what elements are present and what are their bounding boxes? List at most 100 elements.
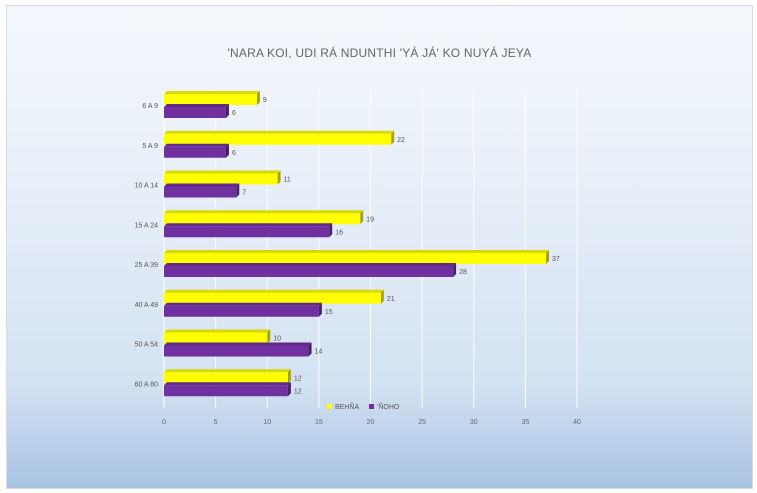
bar-top-face <box>164 183 240 187</box>
bar-side-face <box>380 289 384 304</box>
bar-top-face <box>164 223 333 227</box>
bar-front <box>164 385 288 397</box>
bar <box>164 329 271 344</box>
bar <box>164 183 240 198</box>
category-label: 25 A 39 <box>135 262 158 269</box>
bar-top-face <box>164 263 457 266</box>
bar-side-face <box>546 250 550 264</box>
bar-front <box>164 292 381 304</box>
bar-side-face <box>318 302 322 317</box>
bar <box>164 170 281 185</box>
x-tick-label: 30 <box>470 419 478 426</box>
x-tick-label: 5 <box>214 419 218 426</box>
bar-chart: 0 5 10 15 20 25 30 35 40 6 A 9 9 6 5 A 9 22 6 10 A 14 11… <box>135 90 581 426</box>
bar <box>164 130 395 145</box>
data-label: 6 <box>232 110 236 117</box>
bar-side-face <box>287 382 291 397</box>
bar <box>164 302 322 317</box>
data-label: 22 <box>397 137 405 144</box>
legend-item: 'ÑOHO <box>369 402 400 411</box>
data-label: 10 <box>273 336 281 343</box>
bar <box>164 223 333 238</box>
legend-swatch <box>369 404 374 409</box>
bar-side-face <box>225 143 229 158</box>
bar-top-face <box>164 289 384 293</box>
bar-front <box>164 146 226 158</box>
bar <box>164 210 364 225</box>
bar-top-face <box>164 170 281 174</box>
bar-top-face <box>164 250 550 253</box>
data-label: 19 <box>366 216 374 223</box>
bar-top-face <box>164 91 260 94</box>
bar-top-face <box>164 210 364 214</box>
data-label: 9 <box>263 97 267 104</box>
bar <box>164 342 312 357</box>
data-label: 37 <box>552 256 560 263</box>
bar-front <box>164 372 288 384</box>
bar-side-face <box>360 210 364 225</box>
bar-front <box>164 266 454 277</box>
bar-top-face <box>164 130 395 134</box>
bar-front <box>164 226 330 238</box>
x-tick-label: 40 <box>573 419 581 426</box>
bar <box>164 143 229 158</box>
bar <box>164 369 291 384</box>
data-label: 16 <box>335 229 343 236</box>
category-label: 60 A 80 <box>135 381 158 388</box>
data-label: 21 <box>387 296 395 303</box>
x-tick-label: 10 <box>263 419 271 426</box>
bar-side-face <box>267 329 271 344</box>
bar <box>164 250 550 264</box>
bar-side-face <box>277 170 281 185</box>
bar-front <box>164 213 361 225</box>
bar-side-face <box>256 91 260 105</box>
legend: BEHÑA 'ÑOHO <box>327 402 400 411</box>
category-label: 50 A 54 <box>135 342 158 349</box>
bar-front <box>164 173 278 185</box>
bar-side-face <box>225 104 229 118</box>
bar <box>164 91 260 105</box>
category-label: 5 A 9 <box>142 143 158 150</box>
bar-side-face <box>236 183 240 198</box>
legend-label: BEHÑA <box>335 402 359 411</box>
data-label: 12 <box>294 375 302 382</box>
bar-side-face <box>391 130 395 145</box>
bar <box>164 289 384 304</box>
x-tick-label: 25 <box>418 419 426 426</box>
legend-label: 'ÑOHO <box>377 402 400 411</box>
category-label: 40 A 49 <box>135 302 158 309</box>
bar-side-face <box>329 223 333 238</box>
bar-front <box>164 107 226 118</box>
data-label: 14 <box>315 349 323 356</box>
bar-front <box>164 332 268 344</box>
chart-area: 'NARA KOI, UDI RÁ NDUNTHI 'YÁ JÁ' KO NUY… <box>6 5 753 489</box>
bar-front <box>164 305 319 317</box>
bar-top-face <box>164 302 322 306</box>
chart-title: 'NARA KOI, UDI RÁ NDUNTHI 'YÁ JÁ' KO NUY… <box>227 46 532 60</box>
category-label: 15 A 24 <box>135 222 158 229</box>
x-tick-label: 20 <box>367 419 375 426</box>
bar-front <box>164 133 392 145</box>
bar <box>164 382 291 397</box>
data-label: 12 <box>294 388 302 395</box>
legend-swatch <box>327 404 332 409</box>
bar-front <box>164 345 309 357</box>
bar-front <box>164 94 257 105</box>
x-tick-label: 35 <box>521 419 529 426</box>
bar-top-face <box>164 104 229 107</box>
data-label: 11 <box>284 177 291 184</box>
bar-top-face <box>164 369 291 373</box>
bar-side-face <box>287 369 291 384</box>
bar-side-face <box>308 342 312 357</box>
category-label: 10 A 14 <box>135 183 158 190</box>
data-label: 28 <box>459 269 467 276</box>
bar-top-face <box>164 382 291 386</box>
bar <box>164 263 457 277</box>
data-label: 15 <box>325 309 333 316</box>
bar-top-face <box>164 342 312 346</box>
bar-side-face <box>453 263 457 277</box>
data-label: 7 <box>242 190 246 197</box>
bar-front <box>164 186 237 198</box>
bar-top-face <box>164 143 229 147</box>
legend-item: BEHÑA <box>327 402 359 411</box>
